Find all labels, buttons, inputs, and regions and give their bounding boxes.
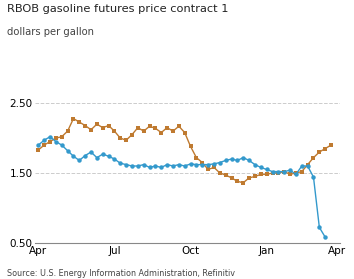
Text: RBOB gasoline futures price contract 1: RBOB gasoline futures price contract 1 [7,4,229,14]
Text: Source: U.S. Energy Information Administration, Refinitiv: Source: U.S. Energy Information Administ… [7,269,235,278]
Text: dollars per gallon: dollars per gallon [7,27,94,37]
